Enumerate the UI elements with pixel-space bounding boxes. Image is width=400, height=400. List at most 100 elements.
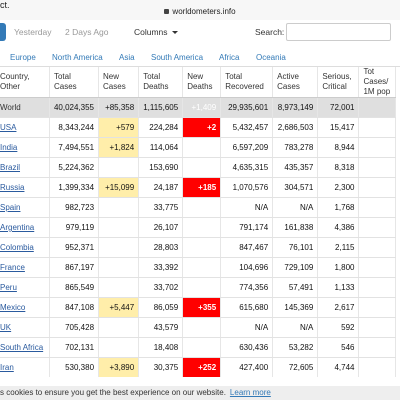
now-button[interactable] — [0, 23, 6, 41]
data-cell: 4,635,315 — [220, 157, 274, 178]
data-cell: 33,392 — [138, 257, 184, 278]
data-cell: 4,744 — [317, 357, 360, 377]
data-cell — [358, 357, 396, 377]
region-tab[interactable]: North America — [52, 53, 103, 62]
caret — [171, 31, 178, 35]
data-cell: 2,686,503 — [272, 117, 319, 138]
data-cell: 161,838 — [272, 217, 319, 238]
country-cell[interactable]: France — [0, 257, 50, 278]
data-cell: 783,278 — [272, 137, 319, 158]
data-cell: 774,356 — [220, 277, 274, 298]
data-cell — [358, 197, 396, 218]
data-cell: 76,101 — [272, 237, 319, 258]
country-cell[interactable]: Spain — [0, 197, 50, 218]
data-cell — [358, 217, 396, 238]
table-container: Country, Other Total Cases New Cases Total … — [0, 67, 400, 377]
column-header[interactable]: Total Deaths — [138, 67, 184, 98]
country-cell[interactable]: Argentina — [0, 217, 50, 238]
data-cell: 1,768 — [317, 197, 360, 218]
data-cell: 705,428 — [49, 317, 100, 338]
search-input[interactable] — [286, 23, 391, 41]
data-cell — [358, 117, 396, 138]
data-cell: +85,358 — [98, 97, 140, 118]
data-cell: 630,436 — [220, 337, 274, 358]
data-cell: 15,417 — [317, 117, 360, 138]
data-cell — [98, 237, 140, 258]
country-cell[interactable]: Brazil — [0, 157, 50, 178]
data-cell: 114,064 — [138, 137, 184, 158]
country-cell[interactable]: USA — [0, 117, 50, 138]
column-header[interactable]: Active Cases — [272, 67, 319, 98]
column-header[interactable]: Total Cases — [49, 67, 100, 98]
data-cell: +355 — [182, 297, 222, 318]
search-label: Search: — [255, 27, 285, 37]
data-cell — [98, 157, 140, 178]
country-cell[interactable]: UK — [0, 317, 50, 338]
data-cell: 30,375 — [138, 357, 184, 377]
data-cell: +252 — [182, 357, 222, 377]
country-cell[interactable]: Russia — [0, 177, 50, 198]
table-row: India 7,494,551 +1,824 114,064 6,597,209 783,… — [0, 137, 396, 158]
data-cell — [182, 317, 222, 338]
country-cell[interactable]: South Africa — [0, 337, 50, 358]
address-bar[interactable]: worldometers.info — [0, 7, 400, 16]
country-cell[interactable]: Peru — [0, 277, 50, 298]
column-header[interactable]: New Deaths — [182, 67, 222, 98]
learn-more-link[interactable]: Learn more — [229, 388, 271, 397]
region-tab[interactable]: Asia — [119, 53, 135, 62]
data-cell: +3,890 — [98, 357, 140, 377]
table-row: UK 705,428 43,579 N/A N/A 592 — [0, 317, 396, 338]
data-cell — [98, 197, 140, 218]
table-row: France 867,197 33,392 104,696 729,109 1,800 — [0, 257, 396, 278]
data-cell: 33,702 — [138, 277, 184, 298]
data-cell — [182, 257, 222, 278]
table-row: Spain 982,723 33,775 N/A N/A 1,768 — [0, 197, 396, 218]
data-cell: 8,318 — [317, 157, 360, 178]
data-cell: 24,187 — [138, 177, 184, 198]
column-header[interactable]: New Cases — [98, 67, 140, 98]
country-cell[interactable]: Mexico — [0, 297, 50, 318]
data-cell — [98, 257, 140, 278]
data-cell: 40,024,355 — [49, 97, 100, 118]
table-row: Iran 530,380 +3,890 30,375 +252 427,400 72,605… — [0, 357, 396, 377]
data-cell: 8,944 — [317, 137, 360, 158]
column-header[interactable]: Serious, Critical — [317, 67, 360, 98]
data-cell: 1,800 — [317, 257, 360, 278]
data-cell: 86,059 — [138, 297, 184, 318]
data-cell: 2,300 — [317, 177, 360, 198]
data-cell — [182, 277, 222, 298]
data-cell: 592 — [317, 317, 360, 338]
country-cell: World — [0, 97, 50, 118]
data-cell — [358, 237, 396, 258]
data-cell: 8,973,149 — [272, 97, 319, 118]
yesterday-button[interactable]: Yesterday — [14, 27, 52, 37]
column-header[interactable]: Tot Cases/ 1M pop — [358, 67, 396, 98]
country-cell[interactable]: Iran — [0, 357, 50, 377]
data-cell — [98, 337, 140, 358]
region-tab[interactable]: Europe — [10, 53, 36, 62]
cookie-bar: s cookies to ensure you get the best exp… — [0, 386, 400, 400]
region-tab[interactable]: South America — [151, 53, 204, 62]
data-cell: 6,597,209 — [220, 137, 274, 158]
data-cell: 7,494,551 — [49, 137, 100, 158]
header-row: Country, Other Total Cases New Cases Total … — [0, 67, 396, 98]
columns-dropdown[interactable]: Columns — [134, 27, 178, 37]
url[interactable]: worldometers.info — [172, 7, 236, 16]
data-cell — [358, 97, 396, 118]
column-header[interactable]: Country, Other — [0, 67, 50, 98]
data-cell: 26,107 — [138, 217, 184, 238]
data-cell: 952,371 — [49, 237, 100, 258]
country-cell[interactable]: Colombia — [0, 237, 50, 258]
country-cell[interactable]: India — [0, 137, 50, 158]
data-cell: 145,369 — [272, 297, 319, 318]
region-tab[interactable]: Oceania — [256, 53, 286, 62]
browser-bar: ct. worldometers.info — [0, 0, 400, 20]
column-header[interactable]: Total Recovered — [220, 67, 274, 98]
table-row: Russia 1,399,334 +15,099 24,187 +185 1,070,57… — [0, 177, 396, 198]
data-cell: 435,357 — [272, 157, 319, 178]
two-days-ago-button[interactable]: 2 Days Ago — [65, 27, 109, 37]
region-tabs: Europe North America Asia South America Afri… — [0, 51, 400, 67]
data-cell: 18,408 — [138, 337, 184, 358]
data-cell: 1,399,334 — [49, 177, 100, 198]
region-tab[interactable]: Africa — [219, 53, 240, 62]
